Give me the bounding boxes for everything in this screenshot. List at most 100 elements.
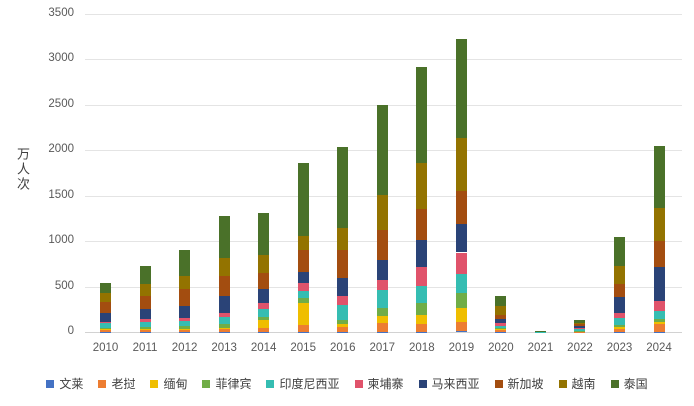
bar-segment-2010-新加坡 [100, 301, 111, 313]
bar-segment-2019-老挝 [455, 322, 467, 332]
bar-segment-2019-泰国 [455, 38, 467, 139]
bar-segment-2016-越南 [337, 228, 349, 250]
legend-item-马来西亚: 马来西亚 [418, 375, 480, 392]
bar-segment-2011-缅甸 [139, 329, 151, 330]
x-tick-label: 2010 [92, 342, 119, 354]
bar-segment-2012-印度尼西亚 [179, 320, 191, 327]
bar-segment-2024-印度尼西亚 [653, 310, 665, 320]
bar-segment-2022-马来西亚 [574, 326, 586, 328]
legend-item-泰国: 泰国 [610, 375, 648, 392]
x-tick-label: 2017 [369, 342, 396, 354]
y-tick-label: 2000 [48, 143, 74, 156]
y-tick-label: 0 [67, 325, 74, 337]
bar-segment-2012-泰国 [179, 249, 191, 276]
bar-segment-2012-新加坡 [179, 288, 191, 306]
legend-item-越南: 越南 [558, 375, 596, 392]
bar-segment-2012-马来西亚 [179, 305, 191, 319]
bar-segment-2024-越南 [653, 208, 665, 242]
bar-segment-2023-新加坡 [614, 284, 626, 298]
bar-segment-2020-马来西亚 [495, 319, 507, 323]
legend-item-印度尼西亚: 印度尼西亚 [266, 375, 340, 392]
bar-segment-2012-老挝 [179, 329, 191, 332]
bar-segment-2018-泰国 [416, 66, 428, 164]
bar-segment-2019-柬埔寨 [455, 252, 467, 274]
legend-swatch-icon [46, 379, 55, 388]
legend-label: 老挝 [111, 377, 136, 391]
bar-segment-2011-印度尼西亚 [139, 321, 151, 327]
bar-segment-2020-菲律宾 [495, 328, 507, 330]
bar-segment-2011-老挝 [139, 329, 151, 332]
bar-segment-2011-马来西亚 [139, 309, 151, 320]
x-tick-label: 2014 [250, 342, 277, 354]
bar-segment-2015-新加坡 [297, 249, 309, 273]
bar-segment-2020-泰国 [495, 296, 507, 306]
bar-segment-2019-新加坡 [455, 190, 467, 224]
legend-swatch-icon [266, 379, 275, 388]
bar-segment-2017-缅甸 [376, 316, 388, 324]
bar-segment-2024-马来西亚 [653, 267, 665, 302]
gridline [85, 59, 682, 61]
bar-segment-2010-缅甸 [100, 329, 111, 331]
legend-label: 印度尼西亚 [279, 377, 340, 391]
legend-item-柬埔寨: 柬埔寨 [354, 375, 404, 392]
x-tick-label: 2013 [211, 342, 237, 354]
x-tick-label: 2023 [606, 342, 633, 354]
bar-segment-2019-菲律宾 [455, 292, 467, 309]
bar-segment-2016-新加坡 [337, 249, 349, 279]
legend-swatch-icon [494, 379, 503, 388]
bar-segment-2015-缅甸 [297, 303, 309, 325]
legend-label: 越南 [571, 377, 596, 391]
bar-segment-2014-柬埔寨 [258, 303, 270, 309]
legend-label: 马来西亚 [431, 377, 480, 391]
bar-segment-2013-柬埔寨 [218, 312, 230, 317]
legend-item-缅甸: 缅甸 [150, 375, 187, 392]
bar-segment-2022-越南 [574, 322, 586, 324]
bar-segment-2016-菲律宾 [337, 319, 349, 325]
bar-segment-2018-柬埔寨 [416, 267, 428, 286]
bar-segment-2019-马来西亚 [455, 223, 467, 253]
bar-segment-2014-老挝 [258, 327, 270, 332]
bar-segment-2012-柬埔寨 [179, 318, 191, 321]
bar-segment-2015-越南 [297, 235, 309, 250]
x-tick-label: 2015 [290, 342, 316, 354]
bar-segment-2011-新加坡 [139, 296, 151, 309]
bar-segment-2010-老挝 [100, 330, 111, 332]
bar-segment-2019-缅甸 [455, 308, 467, 323]
legend-label: 缅甸 [163, 377, 188, 391]
bar-segment-2014-泰国 [258, 213, 270, 256]
bar-segment-2011-泰国 [139, 266, 151, 284]
bar-segment-2014-越南 [258, 255, 270, 274]
bar-segment-2024-缅甸 [653, 322, 665, 325]
bar-segment-2017-泰国 [376, 104, 388, 195]
bar-segment-2017-菲律宾 [376, 308, 388, 317]
bar-segment-2017-新加坡 [376, 230, 388, 260]
bar-segment-2024-老挝 [653, 324, 665, 332]
bar-segment-2023-越南 [614, 265, 626, 285]
bar-segment-2022-印度尼西亚 [574, 328, 586, 331]
bar-segment-2013-越南 [218, 258, 230, 276]
bar-segment-2020-老挝 [495, 330, 507, 332]
x-tick-label: 2012 [171, 342, 198, 354]
x-tick-label: 2021 [527, 342, 554, 354]
bar-segment-2016-印度尼西亚 [337, 305, 349, 320]
bar-segment-2020-印度尼西亚 [495, 325, 507, 328]
y-tick-label: 1000 [48, 234, 74, 247]
bar-segment-2011-菲律宾 [139, 326, 151, 330]
y-tick-label: 3000 [48, 52, 74, 65]
bar-segment-2012-缅甸 [179, 328, 191, 330]
bar-segment-2013-泰国 [218, 216, 230, 259]
bar-segment-2012-菲律宾 [179, 326, 191, 329]
bar-segment-2017-印度尼西亚 [376, 289, 388, 309]
bar-segment-2020-越南 [495, 306, 507, 316]
bar-segment-2016-老挝 [337, 326, 349, 332]
bar-segment-2020-柬埔寨 [495, 322, 507, 326]
bar-segment-2022-泰国 [574, 320, 586, 323]
bar-segment-2018-马来西亚 [416, 239, 428, 268]
legend-swatch-icon [558, 379, 567, 388]
bar-segment-2010-柬埔寨 [100, 321, 111, 324]
y-tick-label: 1500 [48, 188, 74, 201]
bar-segment-2015-马来西亚 [297, 272, 309, 284]
bar-segment-2023-菲律宾 [614, 325, 626, 328]
bar-segment-2023-缅甸 [614, 327, 626, 329]
bar-segment-2018-新加坡 [416, 209, 428, 240]
